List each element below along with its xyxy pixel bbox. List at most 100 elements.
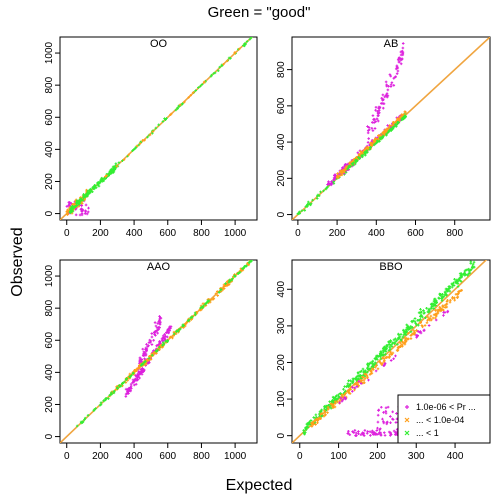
point-green <box>109 168 113 171</box>
point-orange <box>313 419 317 422</box>
point-magenta <box>371 129 375 132</box>
point-green <box>393 340 397 344</box>
point-green <box>374 361 377 365</box>
point-orange <box>151 130 155 133</box>
point-orange <box>370 371 374 375</box>
point-magenta <box>389 432 392 436</box>
point-green <box>137 143 141 147</box>
legend-marker <box>405 405 409 409</box>
y-tick-label: 1000 <box>44 41 55 64</box>
legend-label: ... < 1.0e-04 <box>416 415 464 425</box>
point-green <box>322 189 325 193</box>
point-magenta <box>427 324 431 327</box>
y-tick-label: 600 <box>44 331 55 348</box>
point-magenta <box>383 95 387 99</box>
point-green <box>465 268 469 272</box>
point-green <box>122 380 126 384</box>
x-tick-label: 100 <box>330 451 347 462</box>
point-orange <box>126 378 129 382</box>
legend-label: ... < 1 <box>416 428 439 438</box>
x-tick-label: 200 <box>329 228 346 239</box>
point-green <box>200 83 204 86</box>
point-magenta <box>84 209 87 213</box>
point-magenta <box>372 433 375 436</box>
point-green <box>405 323 409 327</box>
point-green <box>346 382 350 386</box>
point-green <box>229 57 232 60</box>
point-magenta <box>158 319 161 322</box>
point-orange <box>348 392 352 395</box>
point-orange <box>183 100 186 104</box>
point-green <box>334 398 338 402</box>
point-green <box>411 326 414 329</box>
point-magenta <box>389 74 393 78</box>
point-orange <box>332 404 335 407</box>
point-green <box>417 311 421 315</box>
point-magenta <box>394 432 398 436</box>
point-magenta <box>383 431 386 434</box>
point-green <box>334 395 337 399</box>
point-green <box>328 400 331 403</box>
point-magenta <box>395 412 398 415</box>
point-magenta <box>386 405 390 409</box>
point-magenta <box>366 141 370 144</box>
point-orange <box>375 364 378 367</box>
panel-ab: 0 200 400 600 800 0 200 400 600 800 AB <box>276 36 491 239</box>
x-tick-label: 1000 <box>224 228 247 239</box>
point-magenta <box>149 339 153 343</box>
point-green <box>452 281 455 285</box>
point-orange <box>233 51 237 54</box>
point-green <box>213 71 217 75</box>
point-magenta <box>367 126 371 129</box>
point-green <box>383 345 387 349</box>
point-magenta <box>124 392 128 396</box>
point-orange <box>430 318 433 322</box>
point-magenta <box>165 331 169 334</box>
point-orange <box>336 174 339 178</box>
point-green <box>417 323 420 327</box>
point-magenta <box>348 433 352 437</box>
point-green <box>419 313 423 317</box>
point-magenta <box>372 121 376 124</box>
point-green <box>360 155 364 158</box>
point-magenta <box>150 332 154 335</box>
point-green <box>305 205 309 208</box>
point-green <box>190 315 194 319</box>
point-orange <box>443 303 447 307</box>
point-green <box>390 345 394 348</box>
point-orange <box>134 369 137 372</box>
point-green <box>69 207 72 211</box>
point-magenta <box>396 69 400 73</box>
point-magenta <box>399 58 403 62</box>
point-orange <box>387 126 391 129</box>
point-green <box>444 287 448 291</box>
point-green <box>92 187 96 191</box>
y-tick-label: 0 <box>44 210 55 216</box>
point-magenta <box>139 359 143 362</box>
point-magenta <box>375 429 379 432</box>
point-orange <box>390 353 394 356</box>
point-orange <box>348 161 351 165</box>
point-green <box>401 118 404 121</box>
point-orange <box>343 393 346 397</box>
point-green <box>388 345 392 349</box>
point-green <box>197 86 200 89</box>
y-tick-label: 800 <box>44 299 55 316</box>
point-orange <box>400 115 403 119</box>
point-orange <box>348 388 351 392</box>
point-green <box>387 129 390 133</box>
point-magenta <box>332 178 335 182</box>
point-magenta <box>329 182 332 186</box>
point-green <box>440 299 444 302</box>
point-orange <box>383 131 387 134</box>
panel-title: AB <box>384 38 399 50</box>
point-orange <box>371 368 375 371</box>
point-magenta <box>156 331 159 335</box>
point-orange <box>333 402 337 405</box>
point-orange <box>227 283 231 286</box>
point-green <box>125 377 128 380</box>
point-magenta <box>127 387 131 390</box>
point-green <box>209 74 213 78</box>
point-green <box>134 146 138 149</box>
point-green <box>458 276 462 280</box>
